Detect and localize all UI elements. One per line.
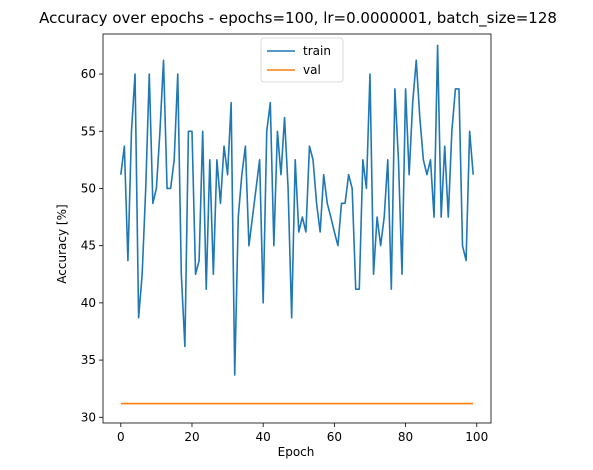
y-tick-label: 40	[81, 296, 96, 310]
x-axis-label: Epoch	[278, 445, 315, 459]
x-tick-label: 60	[327, 430, 342, 444]
x-tick-label: 0	[117, 430, 125, 444]
y-axis-label: Accuracy [%]	[55, 204, 69, 283]
legend-box	[260, 37, 344, 83]
plot-area	[102, 33, 492, 424]
y-tick-label: 55	[81, 124, 96, 138]
x-axis: 0 20 40 60 80 100	[117, 423, 488, 444]
legend: train val	[260, 37, 344, 83]
legend-label-train: train	[303, 44, 331, 58]
plot-frame	[102, 33, 492, 424]
y-tick-label: 30	[81, 410, 96, 424]
x-tick-label: 80	[398, 430, 413, 444]
y-tick-label: 50	[81, 181, 96, 195]
series-line-train	[120, 44, 474, 376]
y-tick-label: 45	[81, 239, 96, 253]
x-tick-label: 40	[256, 430, 271, 444]
legend-label-val: val	[303, 63, 321, 77]
x-tick-label: 20	[184, 430, 199, 444]
chart-title: Accuracy over epochs - epochs=100, lr=0.…	[39, 9, 557, 28]
y-axis: 30 35 40 45 50 55 60	[81, 67, 103, 424]
series-layer	[120, 44, 474, 405]
y-tick-label: 35	[81, 353, 96, 367]
x-tick-label: 100	[465, 430, 488, 444]
y-tick-label: 60	[81, 67, 96, 81]
